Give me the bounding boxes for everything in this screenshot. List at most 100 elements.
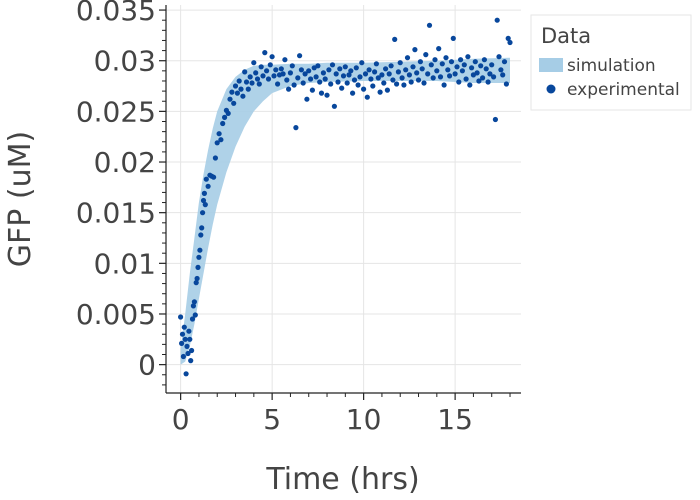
experimental-point (452, 71, 458, 77)
experimental-point (243, 79, 250, 85)
experimental-point (481, 57, 487, 63)
experimental-point (191, 299, 197, 305)
experimental-point (286, 86, 292, 92)
y-axis-label: GFP (uM) (3, 131, 38, 267)
x-tick-label: 5 (263, 403, 281, 436)
y-tick-label: 0.02 (94, 146, 156, 179)
experimental-point (353, 65, 359, 71)
experimental-point (472, 59, 478, 65)
experimental-point (295, 75, 301, 81)
experimental-point (265, 76, 272, 82)
x-axis-label: Time (hrs) (265, 462, 419, 497)
experimental-point (242, 69, 248, 75)
experimental-point (216, 131, 222, 137)
experimental-point (465, 54, 471, 60)
experimental-point (483, 66, 489, 72)
experimental-point (232, 83, 239, 89)
experimental-point (258, 64, 264, 70)
experimental-point (478, 63, 484, 69)
y-tick-label: 0.01 (94, 247, 156, 280)
experimental-point (350, 90, 356, 96)
experimental-point (302, 71, 308, 77)
experimental-point (183, 371, 189, 377)
experimental-point (448, 59, 455, 65)
experimental-points-layer (178, 17, 513, 377)
experimental-point (437, 74, 444, 80)
experimental-point (361, 86, 367, 92)
experimental-point (188, 358, 194, 364)
experimental-point (287, 70, 293, 76)
x-tick-label: 15 (437, 403, 473, 436)
experimental-point (249, 80, 255, 86)
experimental-point (322, 76, 328, 82)
experimental-point (328, 81, 334, 87)
experimental-point (456, 79, 462, 85)
experimental-point (351, 77, 358, 83)
experimental-point (342, 64, 348, 70)
experimental-point (220, 120, 226, 127)
experimental-point (278, 66, 284, 72)
experimental-point (443, 55, 449, 61)
experimental-point (494, 17, 500, 23)
experimental-point (340, 73, 347, 79)
experimental-point (366, 67, 372, 73)
y-tick-label: 0.025 (76, 95, 156, 128)
experimental-point (318, 90, 325, 96)
experimental-point (262, 50, 268, 56)
experimental-point (194, 275, 200, 282)
experimental-point (505, 35, 511, 42)
experimental-point (428, 62, 434, 68)
experimental-point (178, 314, 184, 320)
experimental-point (469, 65, 475, 71)
experimental-point (273, 67, 279, 73)
experimental-point (202, 202, 208, 208)
experimental-point (335, 79, 341, 85)
legend-simulation-swatch (539, 58, 563, 72)
experimental-point (267, 62, 273, 68)
experimental-point (412, 47, 418, 53)
y-tick-label: 0.035 (76, 0, 156, 27)
experimental-point (234, 90, 240, 96)
experimental-point (192, 312, 198, 318)
experimental-point (406, 72, 412, 78)
experimental-point (195, 264, 201, 270)
legend-title: Data (541, 24, 591, 48)
experimental-point (275, 81, 281, 87)
experimental-point (293, 125, 299, 131)
experimental-point (212, 155, 218, 161)
experimental-point (425, 71, 431, 77)
experimental-point (253, 70, 259, 76)
experimental-point (185, 350, 191, 357)
experimental-point (211, 174, 217, 180)
experimental-point (229, 89, 235, 95)
experimental-point (181, 324, 187, 330)
experimental-point (426, 22, 433, 28)
experimental-point (388, 63, 394, 69)
experimental-point (459, 68, 465, 74)
experimental-point (251, 60, 257, 66)
experimental-point (333, 71, 339, 77)
experimental-point (308, 76, 314, 82)
experimental-point (317, 79, 323, 85)
experimental-point (491, 74, 497, 80)
experimental-point (291, 82, 297, 88)
experimental-point (390, 77, 396, 83)
experimental-point (498, 67, 504, 73)
x-tick-label: 10 (346, 403, 382, 436)
experimental-point (383, 66, 389, 72)
experimental-point (200, 210, 206, 216)
experimental-point (458, 57, 464, 63)
experimental-point (182, 336, 188, 342)
experimental-point (381, 80, 387, 86)
axes-layer: 0 0.005 0.01 0.015 0.02 0.025 0.03 0.035 0 5 10 15 (76, 0, 521, 436)
legend-experimental-marker (546, 84, 556, 94)
y-tick-label: 0.005 (76, 298, 156, 331)
y-tick-label: 0.03 (94, 45, 156, 78)
experimental-point (197, 247, 203, 253)
experimental-point (370, 83, 376, 89)
experimental-point (240, 93, 246, 99)
experimental-point (214, 140, 220, 146)
experimental-point (421, 80, 427, 86)
experimental-point (362, 71, 369, 77)
